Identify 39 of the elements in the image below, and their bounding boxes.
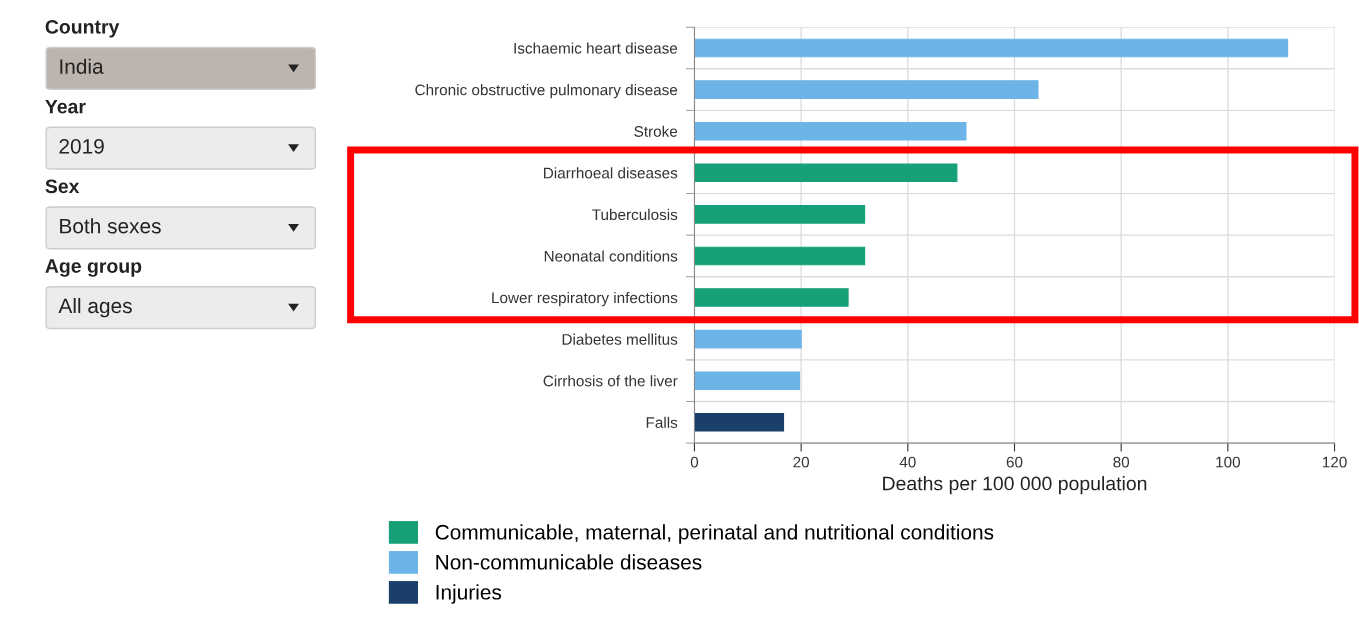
legend-label: Non-communicable diseases [436, 554, 702, 570]
text: Both sexes [60, 218, 161, 234]
y-tick-label: Stroke [634, 125, 678, 137]
x-tick-label: 120 [1322, 456, 1347, 468]
x-tick-label: 0 [690, 456, 699, 468]
y-tick-label: Chronic obstructive pulmonary disease [415, 84, 678, 99]
y-tick-label: Diarrhoeal diseases [544, 167, 678, 179]
text: 2019 [59, 138, 104, 154]
text: Age group [45, 259, 142, 277]
y-tick-label: Ischaemic heart disease [514, 42, 678, 54]
bar [694, 121, 967, 141]
bar [694, 371, 801, 391]
y-tick-label: Falls [646, 416, 678, 428]
bar [694, 80, 1039, 99]
legend-label: Injuries [436, 584, 502, 604]
y-tick-label: Cirrhosis of the liver [543, 375, 678, 387]
text: India [60, 58, 104, 74]
x-axis-title: Deaths per 100 000 population [883, 476, 1147, 495]
y-tick-label: Tuberculosis [592, 208, 678, 221]
x-tick-label: 20 [793, 456, 810, 468]
bar [694, 205, 866, 224]
bar [694, 163, 958, 183]
text: Year [45, 99, 86, 114]
text: Sex [45, 179, 80, 194]
bar [694, 288, 849, 307]
text: Country [45, 19, 120, 38]
x-tick-label: 40 [899, 456, 916, 468]
x-tick-label: 80 [1113, 456, 1130, 468]
x-tick-label: 100 [1216, 456, 1241, 468]
bar [694, 329, 802, 349]
y-tick-label: Neonatal conditions [544, 250, 678, 262]
legend-label: Communicable, maternal, perinatal and nutritional conditions [435, 524, 994, 544]
text: All ages [58, 297, 132, 318]
x-tick-label: 60 [1006, 456, 1023, 468]
y-tick-label: Lower respiratory infections [492, 292, 678, 307]
y-tick-label: Diabetes mellitus [562, 333, 678, 345]
bar [694, 246, 866, 266]
bar [694, 38, 1289, 58]
bar [694, 413, 785, 432]
